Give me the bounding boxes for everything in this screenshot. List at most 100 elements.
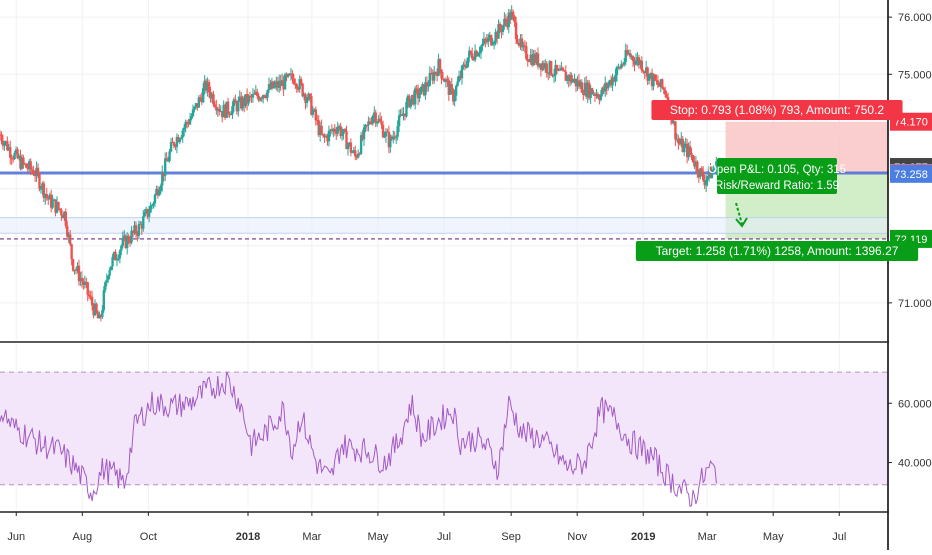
candle-body <box>125 236 129 248</box>
candle-body <box>449 84 452 95</box>
candle-body <box>593 93 597 96</box>
candle-body <box>130 230 133 243</box>
time-tick-label: 2018 <box>236 531 260 543</box>
candle-body <box>643 71 646 73</box>
candle-body <box>646 67 649 81</box>
candle-body <box>314 109 317 121</box>
candle-body <box>162 172 165 176</box>
candle-body <box>171 142 174 144</box>
candle-body <box>67 234 70 237</box>
candle-body <box>444 79 448 83</box>
candle-body <box>539 63 543 70</box>
stop-label: Stop: 0.793 (1.08%) 793, Amount: 750.2 <box>670 103 884 117</box>
candle-body <box>590 88 594 95</box>
candle-body <box>16 149 19 159</box>
candle-body <box>292 78 296 84</box>
candle-body <box>127 236 130 243</box>
candle-body <box>105 279 108 283</box>
candle-body <box>194 103 198 107</box>
candle-body <box>576 80 579 87</box>
candle-body <box>87 294 91 297</box>
candle-body <box>587 82 591 99</box>
candle-body <box>209 92 212 99</box>
candle-body <box>370 123 373 125</box>
candle-body <box>202 88 205 103</box>
candle-body <box>538 63 541 67</box>
candle-body <box>47 196 50 200</box>
candle-body <box>261 95 265 99</box>
candle-body <box>3 142 6 146</box>
candle-body <box>712 169 715 171</box>
candle-body <box>403 113 407 117</box>
candle-body <box>497 24 500 39</box>
candle-body <box>196 103 199 108</box>
candle-body <box>601 87 604 95</box>
candle-body <box>582 92 585 96</box>
candle-body <box>140 223 144 229</box>
candle-body <box>548 61 551 75</box>
candle-body <box>535 53 538 63</box>
stop-label-bg <box>651 100 903 120</box>
candle-body <box>241 97 244 109</box>
candle-body <box>405 102 408 117</box>
candle-body <box>131 230 135 233</box>
candle-body <box>460 66 464 79</box>
candle-body <box>183 127 186 131</box>
candle-body <box>275 81 278 85</box>
candle-body <box>383 136 386 138</box>
candle-body <box>273 84 277 88</box>
candle-body <box>709 167 712 179</box>
candle-body <box>177 137 180 142</box>
candle-body <box>688 146 692 153</box>
candle-body <box>336 127 339 134</box>
candle-body <box>101 310 104 317</box>
candle-body <box>99 314 103 317</box>
candle-body <box>650 72 654 87</box>
candle-body <box>343 129 347 132</box>
candle-body <box>586 82 589 97</box>
candle-body <box>618 66 622 69</box>
candle-body <box>226 101 230 114</box>
candle-body <box>386 131 389 133</box>
candle-body <box>225 101 228 118</box>
candle-body <box>421 84 424 87</box>
candle-body <box>354 150 357 157</box>
candle-body <box>365 124 369 126</box>
candle-body <box>248 95 252 97</box>
candle-body <box>690 152 693 156</box>
candle-body <box>291 73 294 79</box>
candle-body <box>83 281 86 285</box>
candle-body <box>102 290 105 311</box>
candle-body <box>377 118 380 123</box>
candle-body <box>684 143 687 146</box>
candle-body <box>106 275 110 280</box>
candle-body <box>380 121 383 125</box>
candle-body <box>606 84 610 89</box>
candle-body <box>32 170 35 176</box>
candle-body <box>450 84 453 90</box>
candle-body <box>500 29 503 33</box>
candle-body <box>79 277 82 282</box>
candle-body <box>38 174 41 189</box>
candle-body <box>289 73 293 76</box>
candle-body <box>304 94 307 103</box>
candle-body <box>351 152 354 154</box>
candle-body <box>560 67 563 71</box>
candle-body <box>583 82 586 96</box>
candle-body <box>95 303 98 313</box>
candle-body <box>49 194 53 208</box>
candle-body <box>665 94 668 98</box>
candle-body <box>516 38 519 44</box>
candle-body <box>356 153 360 158</box>
candle-body <box>623 61 626 65</box>
candle-body <box>237 100 240 112</box>
candle-body <box>469 50 472 54</box>
candle-body <box>294 83 297 85</box>
candle-body <box>476 53 480 57</box>
candle-body <box>663 89 667 95</box>
candle-body <box>693 162 696 167</box>
candle-body <box>412 94 415 105</box>
candle-body <box>488 35 491 38</box>
candle-body <box>644 67 648 73</box>
